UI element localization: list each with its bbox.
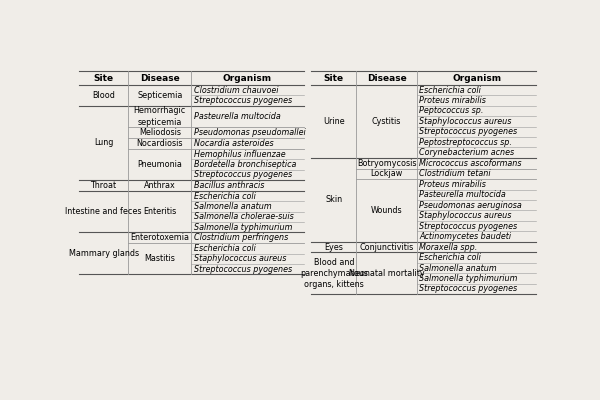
Text: Botryomycosis: Botryomycosis <box>357 159 416 168</box>
Text: Salmonella anatum: Salmonella anatum <box>194 202 271 211</box>
Text: Corynebacterium acnes: Corynebacterium acnes <box>419 148 514 157</box>
Text: Salmonella anatum: Salmonella anatum <box>419 264 497 272</box>
Text: Organism: Organism <box>452 74 501 82</box>
Text: Cystitis: Cystitis <box>372 117 401 126</box>
Text: Salmonella cholerae-suis: Salmonella cholerae-suis <box>194 212 293 221</box>
Text: Hemorrhagic
septicemia: Hemorrhagic septicemia <box>134 106 186 126</box>
Text: Blood and
parenchymatous
organs, kittens: Blood and parenchymatous organs, kittens <box>300 258 368 289</box>
Text: Staphylococcus aureus: Staphylococcus aureus <box>419 117 512 126</box>
Text: Organism: Organism <box>223 74 272 82</box>
Text: Bacillus anthracis: Bacillus anthracis <box>194 181 264 190</box>
Text: Lung: Lung <box>94 138 113 148</box>
Text: Clostridium perfringens: Clostridium perfringens <box>194 233 288 242</box>
Text: Pneumonia: Pneumonia <box>137 160 182 169</box>
Text: Nocardiosis: Nocardiosis <box>137 139 183 148</box>
Text: Enterotoxemia: Enterotoxemia <box>130 233 189 242</box>
Text: Skin: Skin <box>325 195 343 204</box>
Text: Conjunctivitis: Conjunctivitis <box>359 242 414 252</box>
Text: Streptococcus pyogenes: Streptococcus pyogenes <box>419 222 517 230</box>
Text: Urine: Urine <box>323 117 344 126</box>
Text: Streptococcus pyogenes: Streptococcus pyogenes <box>194 265 292 274</box>
Text: Pasteurella multocida: Pasteurella multocida <box>419 190 506 199</box>
Text: Pseudomonas aeruginosa: Pseudomonas aeruginosa <box>419 201 522 210</box>
Text: Peptostreptococcus sp.: Peptostreptococcus sp. <box>419 138 512 147</box>
Text: Mammary glands: Mammary glands <box>68 249 139 258</box>
Text: Disease: Disease <box>367 74 407 82</box>
Text: Peptococcus sp.: Peptococcus sp. <box>419 106 484 116</box>
Text: Staphylococcus aureus: Staphylococcus aureus <box>419 211 512 220</box>
Text: Escherichia coli: Escherichia coli <box>194 192 256 200</box>
Text: Actinomycetes baudeti: Actinomycetes baudeti <box>419 232 511 241</box>
Text: Streptococcus pyogenes: Streptococcus pyogenes <box>419 284 517 293</box>
Text: Micrococcus ascoformans: Micrococcus ascoformans <box>419 159 522 168</box>
Text: Eyes: Eyes <box>325 242 343 252</box>
Text: Moraxella spp.: Moraxella spp. <box>419 242 478 252</box>
Text: Streptococcus pyogenes: Streptococcus pyogenes <box>194 96 292 105</box>
Text: Neonatal mortality: Neonatal mortality <box>349 269 424 278</box>
Text: Enteritis: Enteritis <box>143 207 176 216</box>
Text: Salmonella typhimurium: Salmonella typhimurium <box>194 223 292 232</box>
Text: Intestine and feces: Intestine and feces <box>65 207 142 216</box>
Text: Escherichia coli: Escherichia coli <box>194 244 256 253</box>
Text: Disease: Disease <box>140 74 179 82</box>
Text: Escherichia coli: Escherichia coli <box>419 253 481 262</box>
Text: Clostridium tetani: Clostridium tetani <box>419 169 491 178</box>
Text: Meliodosis: Meliodosis <box>139 128 181 137</box>
Text: Salmonella typhimurium: Salmonella typhimurium <box>419 274 518 283</box>
Text: Streptococcus pyogenes: Streptococcus pyogenes <box>194 170 292 179</box>
Text: Bordetella bronchiseptica: Bordetella bronchiseptica <box>194 160 296 169</box>
Text: Throat: Throat <box>91 181 116 190</box>
Text: Mastitis: Mastitis <box>145 254 175 263</box>
Text: Staphylococcus aureus: Staphylococcus aureus <box>194 254 286 263</box>
Text: Streptococcus pyogenes: Streptococcus pyogenes <box>419 127 517 136</box>
Text: Pasteurella multocida: Pasteurella multocida <box>194 112 280 121</box>
Text: Site: Site <box>324 74 344 82</box>
Text: Anthrax: Anthrax <box>144 181 176 190</box>
Text: Pseudomonas pseudomallei: Pseudomonas pseudomallei <box>194 128 305 137</box>
Text: Nocardia asteroides: Nocardia asteroides <box>194 139 273 148</box>
Text: Proteus mirabilis: Proteus mirabilis <box>419 180 486 189</box>
Text: Blood: Blood <box>92 91 115 100</box>
Text: Site: Site <box>94 74 113 82</box>
Text: Wounds: Wounds <box>371 206 403 215</box>
Text: Escherichia coli: Escherichia coli <box>419 86 481 95</box>
Text: Septicemia: Septicemia <box>137 91 182 100</box>
Text: Lockjaw: Lockjaw <box>371 169 403 178</box>
Text: Proteus mirabilis: Proteus mirabilis <box>419 96 486 105</box>
Text: Hemophilus influenzae: Hemophilus influenzae <box>194 150 285 158</box>
Text: Clostridium chauvoei: Clostridium chauvoei <box>194 86 278 95</box>
